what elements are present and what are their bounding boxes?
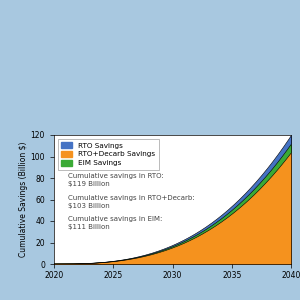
Text: Cumulative savings in RTO+Decarb:
$103 Billion: Cumulative savings in RTO+Decarb: $103 B… [68,195,195,209]
Y-axis label: Cumulative Savings (Billion $): Cumulative Savings (Billion $) [19,142,28,257]
Text: Cumulative savings in RTO:
$119 Billion: Cumulative savings in RTO: $119 Billion [68,173,164,187]
Text: Cumulative savings in EIM:
$111 Billion: Cumulative savings in EIM: $111 Billion [68,216,163,230]
Legend: RTO Savings, RTO+Decarb Savings, EIM Savings: RTO Savings, RTO+Decarb Savings, EIM Sav… [58,139,159,169]
